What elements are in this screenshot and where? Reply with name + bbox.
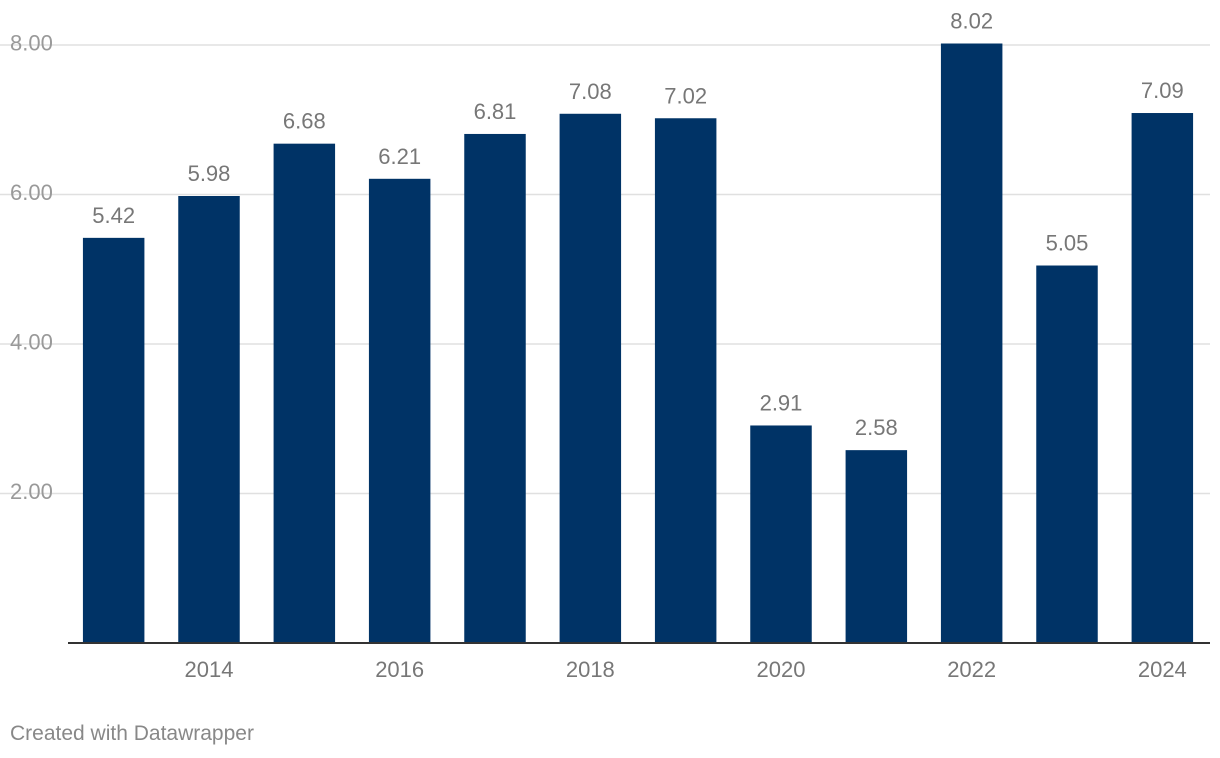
data-labels: 5.42 5.98 6.68 6.21 6.81 7.08 7.02 2.91 2.58 8.02… <box>92 9 1183 441</box>
y-tick-label: 4.00 <box>10 329 53 354</box>
bar-value-label: 7.02 <box>664 83 707 108</box>
x-tick-label: 2022 <box>947 657 996 682</box>
y-axis-ticks: 2.00 4.00 6.00 8.00 <box>10 30 53 504</box>
bars <box>82 43 1194 644</box>
bar-value-label: 5.05 <box>1046 231 1089 256</box>
y-tick-label: 2.00 <box>10 479 53 504</box>
x-tick-label: 2020 <box>757 657 806 682</box>
bar-value-label: 7.08 <box>569 79 612 104</box>
credit-text: Created with Datawrapper <box>10 722 254 745</box>
bar <box>559 113 622 643</box>
bar-value-label: 6.81 <box>474 99 517 124</box>
x-axis-ticks: 2014 2016 2018 2020 2022 2024 <box>185 657 1187 682</box>
x-tick-label: 2016 <box>375 657 424 682</box>
bar-value-label: 6.68 <box>283 109 326 134</box>
bar <box>82 237 145 644</box>
bar-value-label: 8.02 <box>950 9 993 34</box>
bar <box>845 450 908 643</box>
bar-value-label: 2.91 <box>760 390 803 415</box>
bar <box>1131 113 1194 643</box>
bar <box>654 118 717 643</box>
y-tick-label: 8.00 <box>10 30 53 55</box>
bar <box>368 178 431 644</box>
bar <box>1036 265 1098 643</box>
bar-value-label: 5.98 <box>188 161 231 186</box>
bar-value-label: 6.21 <box>378 144 421 169</box>
bar <box>750 425 812 643</box>
bar-value-label: 7.09 <box>1141 78 1184 103</box>
bar-chart: 2.00 4.00 6.00 8.00 5.42 5.98 6.68 6.21 6.81 7.0… <box>0 9 1210 682</box>
bar <box>273 143 336 644</box>
x-tick-label: 2014 <box>185 657 234 682</box>
bar <box>464 133 526 643</box>
bar-value-label: 2.58 <box>855 415 898 440</box>
x-tick-label: 2024 <box>1138 657 1187 682</box>
bar <box>178 195 240 643</box>
y-tick-label: 6.00 <box>10 180 53 205</box>
bar-value-label: 5.42 <box>92 203 135 228</box>
x-tick-label: 2018 <box>566 657 615 682</box>
bar <box>940 43 1003 643</box>
